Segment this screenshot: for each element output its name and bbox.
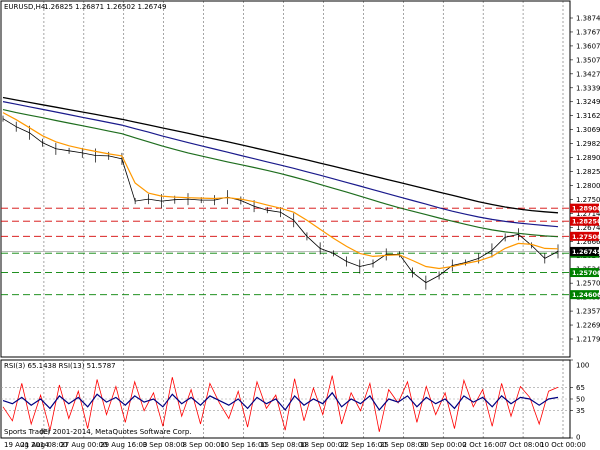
ma-orange-line: [2, 112, 559, 270]
price-axis-label: 1.35070: [576, 56, 600, 64]
level-price-box: [570, 290, 599, 300]
time-axis-label: 25 Sep 08:00: [380, 441, 427, 449]
price-axis-label: 1.25700: [576, 280, 600, 288]
price-axis-label: 1.30695: [576, 126, 600, 134]
time-axis-label: 10 Oct 00:00: [540, 441, 586, 449]
rsi-axis-label: 100: [576, 362, 589, 370]
level-price-box: [570, 216, 599, 226]
price-axis-label: 1.27145: [576, 210, 600, 218]
rsi-axis-label: 0: [576, 434, 580, 442]
rsi-axis: 100 65 50 35 0: [570, 359, 589, 442]
rsi-axis-label: 35: [576, 407, 585, 415]
rsi-lines: [1, 375, 570, 432]
chart-header-ohlc: 1.26825 1.26871 1.26502 1.26749: [44, 3, 166, 11]
time-axis-label: 7 Oct 08:00: [502, 441, 543, 449]
rsi-header: RSI(3) 65.1438 RSI(13) 51.5787: [4, 362, 116, 370]
price-axis-label: 1.36070: [576, 42, 600, 50]
copyright-text: (C) 2001-2014, MetaQuotes Software Corp.: [40, 428, 192, 436]
rsi-fast-line: [2, 375, 559, 432]
price-axis-label: 1.21795: [576, 336, 600, 344]
ma-black-line: [2, 96, 559, 214]
price-axis-label: 1.28900: [576, 154, 600, 162]
moving-averages: [2, 96, 559, 270]
time-gridlines: [43, 1, 564, 438]
time-axis-label: 21 Aug 08:00: [20, 441, 67, 449]
level-price-label: 1.27500: [572, 233, 600, 241]
price-axis: 1.38745 1.37670 1.36070 1.35070 1.34270 1.333…: [570, 15, 600, 344]
time-axis-label: 2 Oct 16:00: [463, 441, 504, 449]
current-price-box: [570, 246, 599, 256]
time-axis-label: 8 Sep 00:00: [183, 441, 225, 449]
price-axis-label: 1.26660: [576, 238, 600, 246]
support-resistance-levels: [1, 207, 570, 296]
rsi-axis-label: 65: [576, 384, 585, 392]
time-axis-label: 27 Aug 00:00: [60, 441, 107, 449]
time-axis-label: 29 Aug 16:00: [100, 441, 147, 449]
level-price-label: 1.24600: [572, 291, 600, 299]
rsi-slow-line: [2, 391, 559, 411]
time-axis-label: 15 Sep 08:00: [260, 441, 307, 449]
time-axis-label: 19 Aug 2014: [4, 441, 49, 449]
current-price-label: 1.26749: [572, 248, 600, 256]
ma-navy-line: [2, 101, 559, 228]
main-price-panel[interactable]: [0, 0, 571, 358]
rsi-axis-label: 50: [576, 396, 585, 404]
price-axis-label: 1.26749: [576, 224, 600, 232]
level-price-box: [570, 231, 599, 241]
level-price-label: 1.28900: [572, 205, 600, 213]
level-price-box: [570, 203, 599, 213]
time-axis-label: 18 Sep 00:00: [300, 441, 347, 449]
level-price-label: 1.25700: [572, 269, 600, 277]
level-price-box: [570, 268, 599, 278]
time-axis-label: 3 Sep 08:00: [143, 441, 185, 449]
price-axis-label: 1.22695: [576, 322, 600, 330]
price-axis-label: 1.38745: [576, 15, 600, 23]
chart-header-symbol: EURUSD,H4: [4, 3, 46, 11]
ma-green-line: [2, 109, 559, 238]
price-axis-label: 1.29820: [576, 140, 600, 148]
time-axis-label: 10 Sep 16:00: [220, 441, 267, 449]
price-axis-label: 1.28000: [576, 182, 600, 190]
time-axis-label: 22 Sep 16:00: [340, 441, 387, 449]
price-axis-label: 1.28250: [576, 168, 600, 176]
price-axis-label: 1.23570: [576, 308, 600, 316]
watermark-overlay: Sports Trader: [4, 428, 51, 436]
level-price-label: 1.28250: [572, 218, 600, 226]
price-axis-label: 1.31620: [576, 112, 600, 120]
price-axis-label: 1.27500: [576, 196, 600, 204]
price-axis-label: 1.32495: [576, 98, 600, 106]
price-axis-label: 1.34270: [576, 70, 600, 78]
price-axis-label: 1.33395: [576, 84, 600, 92]
price-axis-label: 1.37670: [576, 28, 600, 36]
time-axis-label: 30 Sep 00:00: [420, 441, 467, 449]
